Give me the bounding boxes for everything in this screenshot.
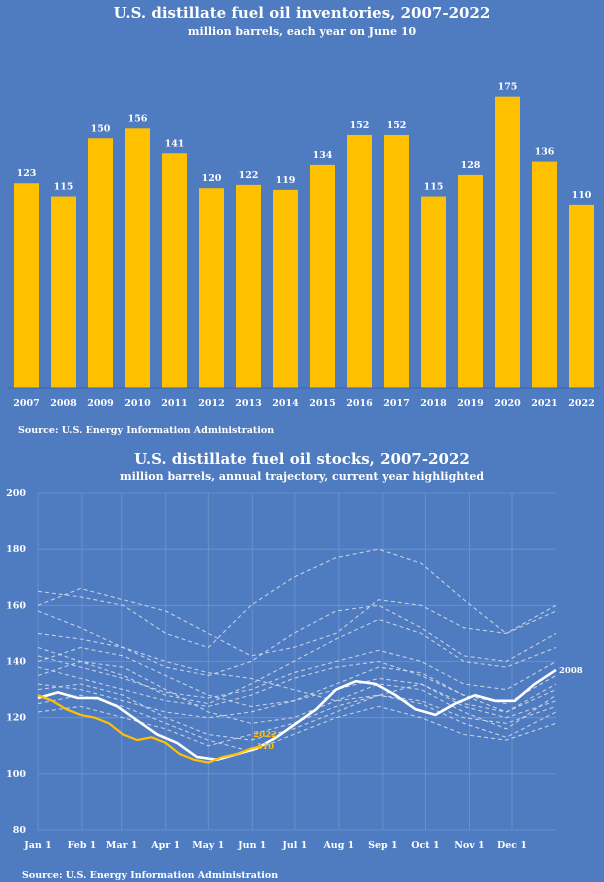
- bar-category-label: 2019: [457, 398, 484, 409]
- other-year-line: [37, 548, 557, 649]
- other-years-series: [37, 548, 557, 752]
- bar-value-label: 134: [313, 150, 333, 161]
- bar-2015: [310, 164, 335, 388]
- bar-chart-subtitle: million barrels, each year on June 10: [188, 25, 417, 38]
- bar-category-label: 2011: [161, 398, 187, 409]
- bar-value-label: 123: [17, 168, 37, 179]
- x-tick-label: Apr 1: [150, 840, 180, 851]
- line-chart-title: U.S. distillate fuel oil stocks, 2007-20…: [134, 450, 470, 468]
- line-chart-source: Source: U.S. Energy Information Administ…: [22, 870, 278, 881]
- bar-category-label: 2022: [568, 398, 594, 409]
- bar-2018: [421, 196, 446, 388]
- bar-2013: [236, 184, 261, 388]
- bar-category-label: 2016: [346, 398, 373, 409]
- y-tick-label: 80: [13, 825, 27, 836]
- bar-value-label: 110: [572, 190, 592, 201]
- bar-category-label: 2020: [494, 398, 521, 409]
- x-tick-label: Jun 1: [237, 840, 266, 851]
- line-chart-x-axis: Jan 1 Feb 1 Mar 1 Apr 1 May 1 Jun 1 Jul 1 Aug 1…: [23, 840, 527, 851]
- bar-2007: [14, 183, 39, 388]
- bar-category-label: 2012: [198, 398, 224, 409]
- x-tick-label: Jan 1: [23, 840, 51, 851]
- bar-category-label: 2013: [235, 398, 261, 409]
- bar-value-label: 150: [91, 123, 111, 134]
- bar-value-label: 120: [202, 173, 222, 184]
- bar-2020: [495, 96, 520, 388]
- bar-series: 123 2007 115 2008 150 2009 156 2010 141 2011 120 20…: [13, 82, 594, 409]
- y-tick-label: 180: [6, 544, 26, 555]
- other-year-line: [37, 694, 557, 752]
- bar-category-label: 2014: [272, 398, 299, 409]
- highlight-series: 2008: [37, 666, 583, 762]
- y-tick-label: 120: [6, 713, 26, 724]
- line-chart-subtitle: million barrels, annual trajectory, curr…: [120, 470, 484, 483]
- y-tick-label: 160: [6, 600, 26, 611]
- other-year-line: [37, 632, 557, 713]
- x-tick-label: May 1: [192, 840, 224, 851]
- highlight-label: 2008: [559, 666, 583, 676]
- y-tick-label: 200: [6, 488, 26, 499]
- bar-2010: [125, 128, 150, 389]
- line-chart-y-axis: 80 100 120 140 160 180 200: [6, 488, 26, 836]
- other-year-line: [37, 646, 557, 713]
- other-year-line: [37, 683, 557, 741]
- bar-category-label: 2008: [50, 398, 77, 409]
- x-tick-label: Aug 1: [322, 840, 354, 851]
- bar-value-label: 152: [387, 120, 407, 131]
- bar-2017: [384, 134, 409, 388]
- current-year-line: [37, 694, 263, 764]
- bar-2009: [88, 138, 113, 388]
- bar-category-label: 2017: [383, 398, 409, 409]
- bar-category-label: 2009: [87, 398, 114, 409]
- x-tick-label: Mar 1: [106, 840, 138, 851]
- bar-value-label: 156: [128, 113, 148, 124]
- bar-2011: [162, 153, 187, 388]
- bar-value-label: 119: [276, 175, 296, 186]
- x-tick-label: Oct 1: [411, 840, 439, 851]
- bar-value-label: 175: [498, 82, 518, 93]
- bar-value-label: 115: [424, 182, 444, 193]
- other-year-line: [37, 604, 557, 677]
- other-year-line: [37, 660, 557, 707]
- bar-2008: [51, 196, 76, 388]
- other-year-line: [37, 660, 557, 730]
- bar-category-label: 2007: [13, 398, 39, 409]
- bar-2019: [458, 174, 483, 388]
- bar-category-label: 2010: [124, 398, 151, 409]
- bar-value-label: 152: [350, 120, 370, 131]
- bar-value-label: 136: [535, 147, 555, 158]
- x-tick-label: Feb 1: [68, 840, 97, 851]
- y-tick-label: 100: [6, 769, 26, 780]
- line-chart-grid: [37, 492, 556, 831]
- current-year-series: 2022 110: [37, 694, 277, 764]
- other-year-line: [37, 677, 557, 719]
- other-year-line: [37, 618, 557, 705]
- bar-2012: [199, 188, 224, 388]
- bar-2022: [569, 204, 594, 388]
- bar-category-label: 2021: [531, 398, 557, 409]
- bar-chart-title: U.S. distillate fuel oil inventories, 20…: [114, 4, 491, 22]
- x-tick-label: Dec 1: [497, 840, 527, 851]
- bar-2014: [273, 189, 298, 388]
- x-tick-label: Sep 1: [368, 840, 397, 851]
- highlight-line: [37, 668, 557, 762]
- x-tick-label: Nov 1: [454, 840, 484, 851]
- other-year-line: [37, 587, 557, 657]
- current-year-value-label: 110: [256, 742, 274, 752]
- bar-value-label: 128: [461, 160, 481, 171]
- bar-value-label: 115: [54, 182, 74, 193]
- bar-2021: [532, 161, 557, 388]
- bar-value-label: 141: [165, 138, 185, 149]
- bar-category-label: 2018: [420, 398, 447, 409]
- bar-2016: [347, 134, 372, 388]
- y-tick-label: 140: [6, 657, 26, 668]
- current-year-label: 2022: [253, 730, 277, 740]
- other-year-line: [37, 694, 557, 747]
- bar-chart-source: Source: U.S. Energy Information Administ…: [18, 425, 274, 436]
- bar-category-label: 2015: [309, 398, 335, 409]
- x-tick-label: Jul 1: [281, 840, 307, 851]
- bar-value-label: 122: [239, 170, 259, 181]
